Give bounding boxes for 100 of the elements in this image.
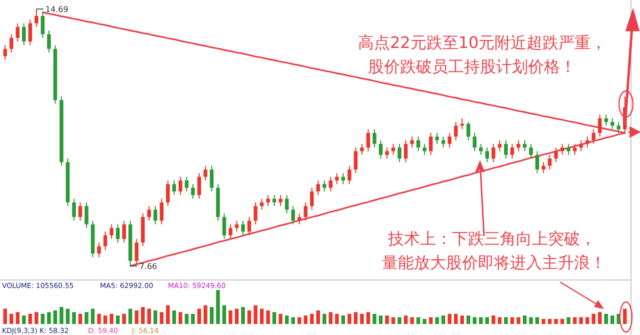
bar: [241, 307, 245, 324]
candlestick: [410, 136, 414, 148]
candlestick: [284, 194, 289, 214]
candlestick: [372, 128, 376, 148]
bar: [128, 308, 132, 324]
bar: [385, 316, 389, 324]
bar: [535, 317, 540, 324]
bar: [210, 307, 214, 324]
candlestick: [10, 34, 14, 54]
bar: [360, 314, 364, 324]
bar: [554, 318, 558, 324]
bar: [72, 312, 76, 324]
bar: [485, 317, 490, 324]
bar: [522, 316, 527, 324]
candlestick: [122, 220, 126, 244]
candlestick: [416, 136, 420, 152]
bar: [40, 314, 45, 324]
candlestick: [160, 198, 164, 225]
candlestick: [510, 143, 514, 160]
candlestick: [472, 132, 477, 152]
bar: [260, 308, 264, 324]
candlestick: [616, 121, 620, 134]
bar: [548, 318, 552, 324]
candlestick: [110, 224, 114, 240]
bar: [422, 318, 426, 324]
bar: [510, 317, 514, 324]
annotation: 14.69: [45, 5, 68, 14]
candlestick: [529, 143, 533, 160]
bar: [84, 312, 88, 324]
bar: [304, 316, 308, 324]
candlestick: [485, 147, 490, 163]
candlestick: [84, 202, 88, 228]
candlestick: [348, 165, 352, 185]
bar: [266, 310, 270, 324]
bar: [472, 317, 477, 324]
bar: [560, 318, 564, 324]
bar: [278, 314, 282, 324]
candlestick: [492, 143, 496, 163]
candlestick: [378, 140, 383, 160]
bar: [160, 312, 164, 324]
bar: [460, 316, 464, 324]
bar: [604, 314, 608, 324]
bar: [204, 305, 208, 324]
candlestick: [72, 198, 76, 222]
bar: [103, 316, 108, 324]
candlestick: [366, 128, 370, 152]
candlestick: [404, 140, 408, 163]
candlestick: [134, 238, 138, 266]
candlestick: [254, 202, 258, 225]
candlestick: [210, 165, 214, 192]
bar: [10, 314, 14, 324]
bar: [404, 316, 408, 324]
bar: [166, 305, 170, 324]
bar: [354, 312, 358, 324]
bar: [341, 316, 346, 324]
bar: [178, 312, 182, 324]
candlestick: [516, 140, 520, 152]
bar: [147, 308, 151, 324]
bar: [529, 317, 533, 324]
candlestick: [16, 22, 20, 42]
annotation: 技术上：下跌三角向上突破，: [387, 229, 596, 248]
candlestick: [184, 176, 189, 192]
bar: [247, 310, 252, 324]
candlestick: [34, 8, 38, 28]
bar: [134, 310, 138, 324]
bar: [216, 290, 220, 324]
bar: [60, 307, 64, 324]
annotation: 股价跌破员工持股计划价格！: [368, 57, 576, 76]
candlestick: [479, 143, 483, 156]
candlestick: [554, 147, 558, 163]
candlestick: [204, 165, 208, 181]
bar: [598, 312, 602, 324]
bar: [272, 312, 276, 324]
candlestick: [604, 114, 608, 126]
candlestick: [40, 12, 45, 38]
bar: [122, 314, 126, 324]
bar: [22, 316, 26, 324]
candlestick: [191, 184, 195, 200]
bar: [254, 305, 258, 324]
candlestick: [266, 194, 270, 207]
bar: [234, 308, 239, 324]
candlestick: [566, 143, 570, 156]
bar: [366, 312, 370, 324]
bar: [579, 317, 583, 324]
bar: [316, 310, 320, 324]
candlestick: [448, 132, 452, 148]
bar: [322, 314, 326, 324]
candlestick: [385, 147, 389, 160]
candlestick: [304, 202, 308, 222]
candlestick: [354, 147, 358, 174]
candlestick: [441, 136, 446, 148]
candlestick: [241, 220, 245, 236]
candlestick: [435, 132, 439, 144]
bar: [441, 316, 446, 324]
candlestick: [592, 128, 596, 144]
bar: [479, 317, 483, 324]
candlestick: [197, 172, 202, 200]
bar: [335, 314, 339, 324]
annotation: 量能放大股价即将进入主升浪！: [382, 253, 606, 272]
bar: [592, 314, 596, 324]
